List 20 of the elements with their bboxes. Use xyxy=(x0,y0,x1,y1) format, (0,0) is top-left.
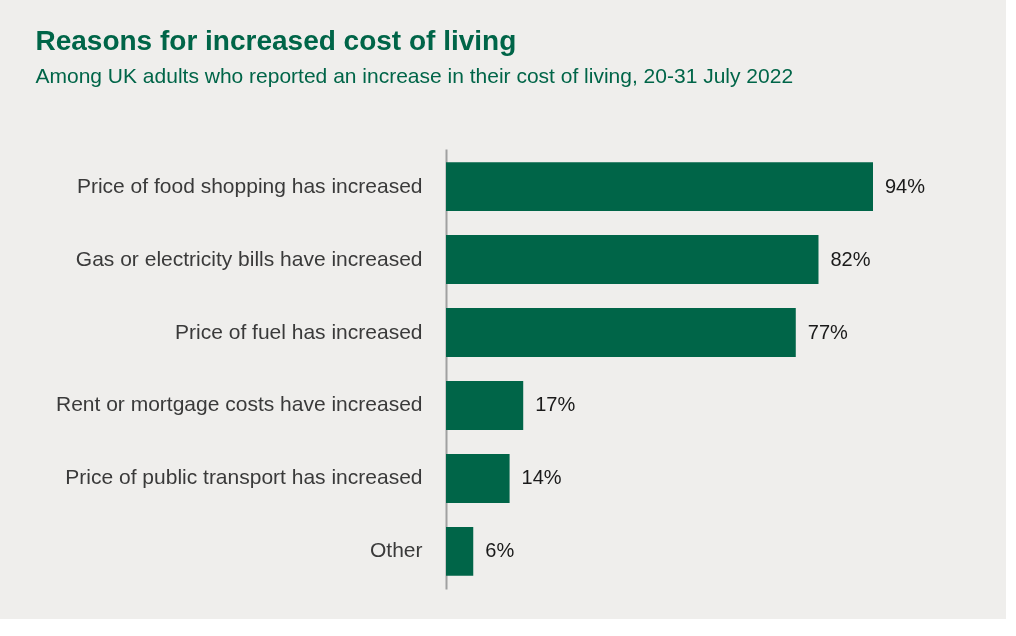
bar xyxy=(446,454,510,503)
bar xyxy=(446,308,796,357)
bar xyxy=(446,526,474,576)
data-label: 17% xyxy=(535,393,576,416)
y-tick-label: Price of fuel has increased xyxy=(175,319,423,343)
bar xyxy=(446,162,873,212)
data-label: 14% xyxy=(521,466,562,489)
data-label: 77% xyxy=(807,320,849,343)
data-label: 6% xyxy=(485,539,515,562)
y-tick-label: Price of public transport has increased xyxy=(65,465,423,489)
data-label: 82% xyxy=(830,247,871,270)
chart-title: Reasons for increased cost of living xyxy=(35,25,517,56)
y-tick-label: Gas or electricity bills have increased xyxy=(75,246,423,270)
y-tick-label: Rent or mortgage costs have increased xyxy=(55,392,423,416)
data-label: 94% xyxy=(885,174,926,197)
y-tick-label: Price of food shopping has increased xyxy=(76,173,423,197)
y-tick-label: Other xyxy=(369,538,423,562)
chart-subtitle: Among UK adults who reported an increase in their cost of living, 20-31 July 2022 xyxy=(35,64,794,87)
bar xyxy=(446,235,819,284)
bar xyxy=(446,381,524,430)
